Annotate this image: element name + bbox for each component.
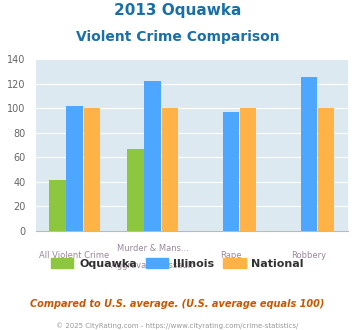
- Bar: [240, 109, 256, 231]
- Text: Compared to U.S. average. (U.S. average equals 100): Compared to U.S. average. (U.S. average …: [30, 299, 325, 309]
- Bar: [318, 109, 334, 231]
- Text: 2013 Oquawka: 2013 Oquawka: [114, 3, 241, 18]
- Bar: [49, 180, 66, 231]
- Legend: Oquawka, Illinois, National: Oquawka, Illinois, National: [47, 253, 308, 273]
- Bar: [162, 109, 178, 231]
- Bar: [144, 82, 161, 231]
- Bar: [127, 149, 144, 231]
- Bar: [301, 77, 317, 231]
- Bar: [223, 112, 239, 231]
- Text: Robbery: Robbery: [291, 251, 326, 260]
- Text: Murder & Mans...: Murder & Mans...: [117, 244, 189, 253]
- Text: © 2025 CityRating.com - https://www.cityrating.com/crime-statistics/: © 2025 CityRating.com - https://www.city…: [56, 323, 299, 329]
- Bar: [83, 109, 100, 231]
- Text: Aggravated Assault: Aggravated Assault: [111, 261, 194, 270]
- Bar: [66, 106, 83, 231]
- Text: All Violent Crime: All Violent Crime: [39, 251, 110, 260]
- Text: Violent Crime Comparison: Violent Crime Comparison: [76, 30, 279, 44]
- Text: Rape: Rape: [220, 251, 241, 260]
